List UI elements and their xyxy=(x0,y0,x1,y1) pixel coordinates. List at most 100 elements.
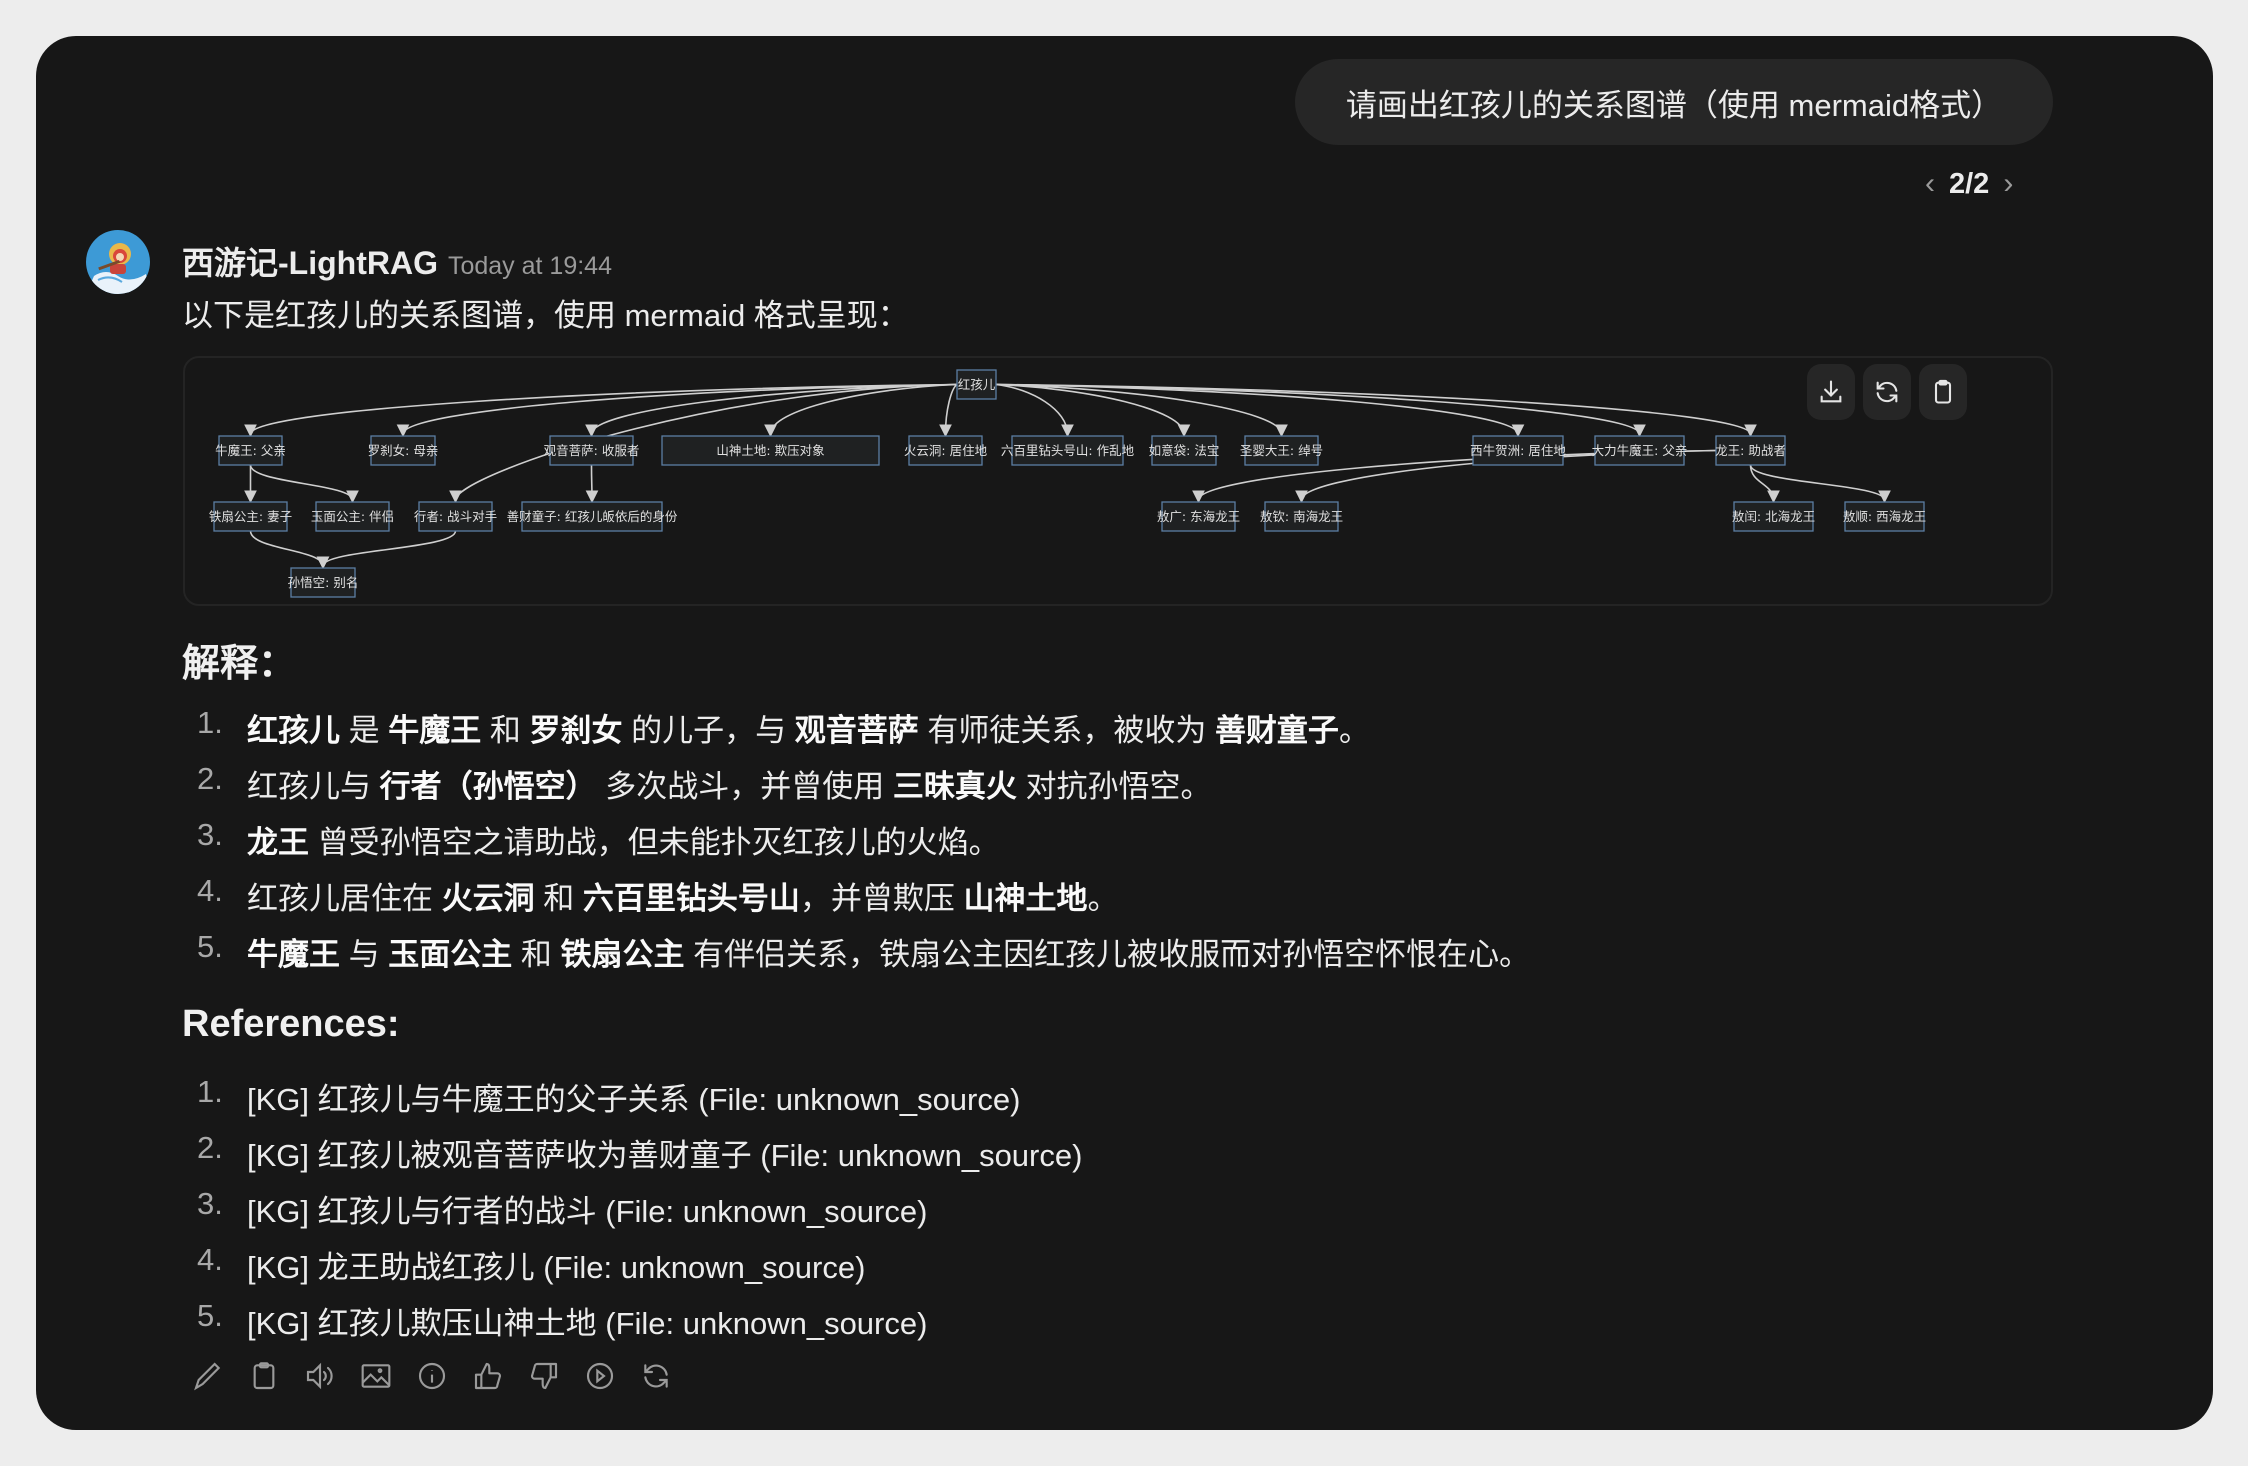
text-segment: 。 xyxy=(1087,881,1119,916)
diagram-edge xyxy=(1749,464,1891,504)
text-segment: 红孩儿居住在 xyxy=(247,881,442,916)
explanation-heading: 解释： xyxy=(182,643,297,685)
copy-button[interactable] xyxy=(246,1356,282,1396)
diagram-node: 牛魔王: 父亲 xyxy=(215,435,286,466)
list-number: 3. xyxy=(197,1186,223,1221)
regenerate-icon xyxy=(644,1364,668,1388)
diagram-node-label: 铁扇公主: 妻子 xyxy=(209,509,292,524)
text-segment: 和 xyxy=(512,937,561,972)
diagram-node: 善财童子: 红孩儿皈依后的身份 xyxy=(507,501,678,532)
text-segment: 和 xyxy=(481,713,530,748)
continue-button[interactable] xyxy=(582,1356,618,1396)
diagram-edge xyxy=(995,383,1757,438)
diagram-node-label: 山神土地: 欺压对象 xyxy=(716,443,824,458)
diagram-node-label: 圣婴大王: 绰号 xyxy=(1240,443,1323,458)
text-segment: 与 xyxy=(340,937,389,972)
diagram-edge xyxy=(249,464,359,504)
play-icon xyxy=(586,1362,614,1390)
copy-diagram-button[interactable] xyxy=(1919,364,1967,420)
diagram-node-box xyxy=(1594,435,1685,466)
generate-image-button[interactable] xyxy=(358,1356,394,1396)
list-number: 2. xyxy=(197,1130,223,1165)
reference-text: [KG] 龙王助战红孩儿 (File: unknown_source) xyxy=(247,1250,866,1285)
thumbs-down-icon xyxy=(530,1362,558,1390)
diagram-node-box xyxy=(1161,501,1236,532)
bold-term: 六百里钻头号山 xyxy=(582,881,800,916)
regenerate-button[interactable] xyxy=(638,1356,674,1396)
bold-term: 行者（孙悟空） xyxy=(379,769,597,804)
diagram-node-box xyxy=(218,435,283,466)
diagram-node-box xyxy=(1011,435,1124,466)
explanation-item: 4. 红孩儿居住在 火云洞 和 六百里钻头号山，并曾欺压 山神土地。 xyxy=(182,873,1118,918)
assistant-name: 西游记-LightRAG Today at 19:44 xyxy=(182,238,612,284)
info-icon xyxy=(418,1362,446,1390)
diagram-node: 火云洞: 居住地 xyxy=(904,435,988,466)
diagram-node-label: 大力牛魔王: 父亲 xyxy=(1592,443,1688,458)
diagram-edge xyxy=(396,383,958,438)
edit-button[interactable] xyxy=(190,1356,226,1396)
diagram-node-box xyxy=(1244,435,1319,466)
reference-item: 2. [KG] 红孩儿被观音菩萨收为善财童子 (File: unknown_sou… xyxy=(182,1130,1082,1175)
user-message-bubble: 请画出红孩儿的关系图谱（使用 mermaid格式） xyxy=(1295,59,2053,145)
explanation-item: 1. 红孩儿 是 牛魔王 和 罗刹女 的儿子，与 观音菩萨 有师徒关系，被收为 善… xyxy=(182,705,1370,750)
user-message-text: 请画出红孩儿的关系图谱（使用 mermaid格式） xyxy=(1345,87,2003,123)
thumbs-up-button[interactable] xyxy=(470,1356,506,1396)
diagram-node-box xyxy=(1733,501,1814,532)
thumbs-down-button[interactable] xyxy=(526,1356,562,1396)
diagram-edge xyxy=(249,530,330,570)
diagram-node-label: 龙王: 助战者 xyxy=(1715,443,1786,458)
text-segment: 。 xyxy=(1338,713,1370,748)
diagram-node: 孙悟空: 别名 xyxy=(288,567,358,598)
references-heading: References: xyxy=(182,1003,400,1045)
bold-term: 三昧真火 xyxy=(892,769,1017,804)
chat-window xyxy=(36,36,2213,1430)
diagram-node: 铁扇公主: 妻子 xyxy=(209,501,292,532)
avatar xyxy=(86,230,150,294)
diagram-node-box xyxy=(1844,501,1925,532)
diagram-node: 观音菩萨: 收服者 xyxy=(544,435,639,466)
diagram-node-box xyxy=(549,435,634,466)
rerender-diagram-button[interactable] xyxy=(1863,364,1911,420)
diagram-node-box xyxy=(213,501,288,532)
diagram-node: 敖广: 东海龙王 xyxy=(1157,501,1240,532)
explanation-item: 3. 龙王 曾受孙悟空之请助战，但未能扑灭红孩儿的火焰。 xyxy=(182,817,1000,862)
diagram-node-box xyxy=(908,435,983,466)
reference-item: 5. [KG] 红孩儿欺压山神土地 (File: unknown_source) xyxy=(182,1298,927,1343)
download-diagram-button[interactable] xyxy=(1807,364,1855,420)
diagram-node-label: 善财童子: 红孩儿皈依后的身份 xyxy=(507,509,678,524)
diagram-node-label: 罗刹女: 母亲 xyxy=(368,443,439,458)
chevron-left-icon[interactable]: ‹ xyxy=(1925,167,1935,200)
text-segment: 的儿子，与 xyxy=(622,713,795,748)
explanation-item: 2. 红孩儿与 行者（孙悟空） 多次战斗，并曾使用 三昧真火 对抗孙悟空。 xyxy=(182,761,1211,806)
text-segment: 曾受孙悟空之请助战，但未能扑灭红孩儿的火焰。 xyxy=(309,825,1000,860)
mermaid-diagram-container xyxy=(183,356,2053,606)
list-text: 龙王 曾受孙悟空之请助战，但未能扑灭红孩儿的火焰。 xyxy=(247,817,1000,862)
bold-term: 龙王 xyxy=(247,825,309,860)
reference-item: 4. [KG] 龙王助战红孩儿 (File: unknown_source) xyxy=(182,1242,865,1287)
diagram-node: 山神土地: 欺压对象 xyxy=(661,435,880,466)
reference-text: [KG] 红孩儿与牛魔王的父子关系 (File: unknown_source) xyxy=(247,1082,1021,1117)
diagram-node-box xyxy=(661,435,880,466)
diagram-node-box xyxy=(956,369,997,400)
text-segment: 红孩儿与 xyxy=(247,769,380,804)
refresh-icon xyxy=(1876,381,1898,403)
explanation-item: 5. 牛魔王 与 玉面公主 和 铁扇公主 有伴侣关系，铁扇公主因红孩儿被收服而对孙… xyxy=(182,929,1530,974)
diagram-node: 行者: 战斗对手 xyxy=(414,501,497,532)
diagram-edge xyxy=(585,464,599,504)
read-aloud-button[interactable] xyxy=(302,1356,338,1396)
thumbs-up-icon xyxy=(474,1362,502,1390)
info-button[interactable] xyxy=(414,1356,450,1396)
diagram-node-label: 玉面公主: 伴侣 xyxy=(311,509,394,524)
list-number: 5. xyxy=(197,1298,223,1333)
image-icon xyxy=(361,1364,391,1388)
intro-text: 以下是红孩儿的关系图谱，使用 mermaid 格式呈现： xyxy=(182,298,909,333)
chevron-right-icon[interactable]: › xyxy=(2003,167,2014,200)
diagram-node: 龙王: 助战者 xyxy=(1715,435,1786,466)
pager-count: 2/2 xyxy=(1949,167,1990,200)
list-text: 红孩儿 是 牛魔王 和 罗刹女 的儿子，与 观音菩萨 有师徒关系，被收为 善财童… xyxy=(247,705,1370,750)
diagram-node-label: 敖广: 东海龙王 xyxy=(1157,509,1240,524)
bold-term: 善财童子 xyxy=(1214,713,1339,748)
diagram-edge xyxy=(939,383,958,438)
diagram-node-label: 敖顺: 西海龙王 xyxy=(1843,509,1926,524)
